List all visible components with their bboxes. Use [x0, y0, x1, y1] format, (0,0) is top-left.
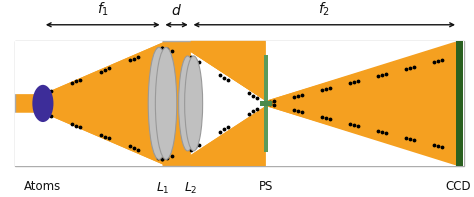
FancyBboxPatch shape	[260, 101, 272, 106]
Polygon shape	[265, 106, 464, 166]
Polygon shape	[163, 43, 191, 164]
Text: $L_2$: $L_2$	[184, 180, 197, 195]
Ellipse shape	[148, 47, 170, 160]
Polygon shape	[15, 41, 163, 94]
Text: $d$: $d$	[171, 3, 182, 18]
Text: Atoms: Atoms	[24, 180, 62, 193]
Text: CCD: CCD	[445, 180, 471, 193]
Polygon shape	[191, 41, 265, 101]
FancyBboxPatch shape	[264, 55, 267, 152]
Polygon shape	[15, 113, 163, 166]
Polygon shape	[43, 43, 163, 164]
Polygon shape	[191, 106, 265, 166]
Text: $L_1$: $L_1$	[155, 180, 169, 195]
Polygon shape	[265, 43, 458, 164]
Text: $f_2$: $f_2$	[318, 1, 330, 18]
Text: $f_1$: $f_1$	[97, 1, 109, 18]
Polygon shape	[191, 47, 265, 101]
Ellipse shape	[185, 56, 203, 151]
Ellipse shape	[155, 47, 177, 160]
FancyBboxPatch shape	[15, 41, 464, 166]
FancyBboxPatch shape	[456, 41, 463, 166]
Polygon shape	[265, 41, 464, 101]
Polygon shape	[191, 52, 265, 155]
FancyBboxPatch shape	[463, 41, 464, 166]
Text: PS: PS	[258, 180, 273, 193]
Ellipse shape	[179, 56, 197, 151]
Ellipse shape	[32, 85, 54, 122]
